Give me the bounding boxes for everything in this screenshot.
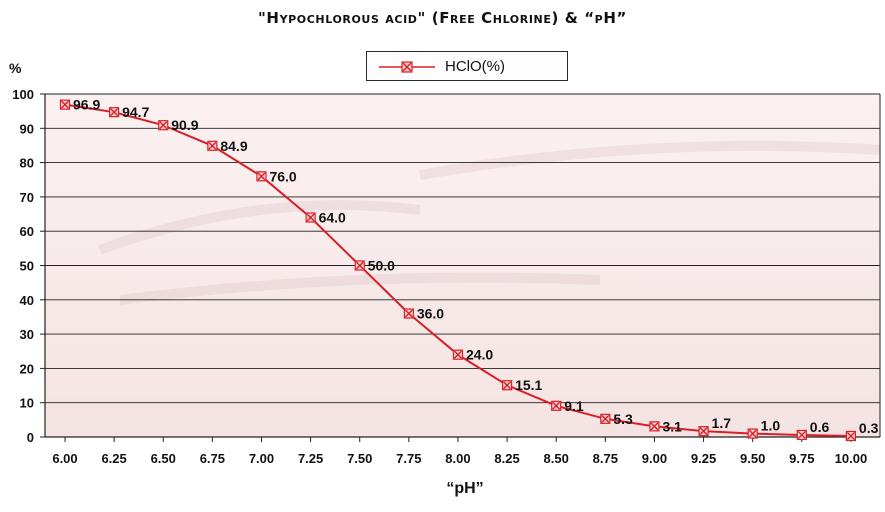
y-tick-label: 60 xyxy=(20,224,34,239)
x-tick-label: 7.75 xyxy=(396,451,421,466)
data-point-marker xyxy=(59,99,71,110)
data-point-marker xyxy=(747,428,758,439)
data-point-marker xyxy=(403,308,414,319)
data-label: 24.0 xyxy=(466,347,493,363)
data-point-marker xyxy=(354,260,365,271)
data-label: 9.1 xyxy=(564,398,584,414)
x-tick-label: 9.25 xyxy=(691,451,716,466)
y-tick-label: 40 xyxy=(20,293,34,308)
data-point-marker xyxy=(796,429,807,441)
x-tick-label: 8.50 xyxy=(544,451,569,466)
x-tick-label: 9.50 xyxy=(740,451,765,466)
x-axis-ticks: 6.00 6.25 6.50 6.75 7.00 7.25 7.50 7.75 8.00 8.25… xyxy=(52,437,867,466)
grid-lines xyxy=(44,93,881,438)
data-label: 76.0 xyxy=(269,168,296,184)
x-tick-label: 7.00 xyxy=(249,451,274,466)
y-tick-label: 30 xyxy=(20,327,34,342)
water-splash-decoration xyxy=(98,200,421,255)
data-point-marker xyxy=(256,171,267,182)
x-tick-label: 6.00 xyxy=(52,451,77,466)
water-splash-decoration xyxy=(419,140,881,180)
legend-marker-icon xyxy=(379,61,435,73)
x-tick-label: 7.50 xyxy=(347,451,372,466)
x-axis-label: “pH” xyxy=(446,480,484,497)
data-point-marker xyxy=(305,212,316,223)
data-label: 64.0 xyxy=(319,209,346,225)
water-splash-decoration xyxy=(119,272,601,305)
data-labels: 96.9 94.7 90.9 84.9 76.0 64.0 50.0 36.0 24.0 15.1… xyxy=(73,97,879,436)
chart-title: "Hypochlorous acid" (Free Chlorine) & “p… xyxy=(258,9,627,27)
x-tick-label: 9.75 xyxy=(789,451,814,466)
y-tick-label: 10 xyxy=(20,396,34,411)
data-label: 0.6 xyxy=(810,419,830,435)
data-label: 0.3 xyxy=(859,420,879,436)
series-hclo xyxy=(59,99,857,442)
x-tick-label: 6.50 xyxy=(151,451,176,466)
x-tick-label: 6.75 xyxy=(200,451,225,466)
x-tick-label: 9.00 xyxy=(642,451,667,466)
data-point-marker xyxy=(698,426,709,437)
x-tick-label: 8.25 xyxy=(494,451,519,466)
y-tick-label: 20 xyxy=(20,361,34,376)
y-tick-label: 70 xyxy=(20,190,34,205)
data-point-marker xyxy=(551,400,562,411)
y-tick-label: 80 xyxy=(20,156,34,171)
data-point-marker xyxy=(158,120,169,131)
legend: HClO(%) xyxy=(366,51,568,81)
data-label: 3.1 xyxy=(662,418,682,434)
data-label: 1.7 xyxy=(712,415,732,431)
data-label: 15.1 xyxy=(515,377,542,393)
data-point-marker xyxy=(452,349,464,360)
data-point-marker xyxy=(109,107,120,118)
y-tick-label: 100 xyxy=(12,87,34,102)
x-tick-label: 7.25 xyxy=(298,451,323,466)
data-label: 1.0 xyxy=(761,418,781,434)
y-axis-ticks: 0 10 20 30 40 50 60 70 80 90 100 xyxy=(12,87,45,445)
data-point-marker xyxy=(649,421,660,432)
y-tick-label: 90 xyxy=(20,121,34,136)
data-point-marker xyxy=(600,413,611,424)
data-point-marker xyxy=(207,140,218,151)
data-label: 5.3 xyxy=(613,411,633,427)
x-tick-label: 8.00 xyxy=(445,451,470,466)
x-tick-label: 6.25 xyxy=(101,451,126,466)
data-point-marker xyxy=(845,430,857,442)
data-label: 84.9 xyxy=(220,138,247,154)
x-tick-label: 8.75 xyxy=(593,451,618,466)
data-label: 96.9 xyxy=(73,97,100,113)
legend-label: HClO(%) xyxy=(445,58,505,75)
data-label: 36.0 xyxy=(417,306,444,322)
x-tick-label: 10.00 xyxy=(835,451,868,466)
data-label: 50.0 xyxy=(368,258,395,274)
y-axis-unit-label: % xyxy=(9,60,22,76)
data-point-marker xyxy=(501,380,513,391)
y-tick-label: 0 xyxy=(27,430,34,445)
data-label: 94.7 xyxy=(122,104,149,120)
data-label: 90.9 xyxy=(171,117,198,133)
y-tick-label: 50 xyxy=(20,259,34,274)
